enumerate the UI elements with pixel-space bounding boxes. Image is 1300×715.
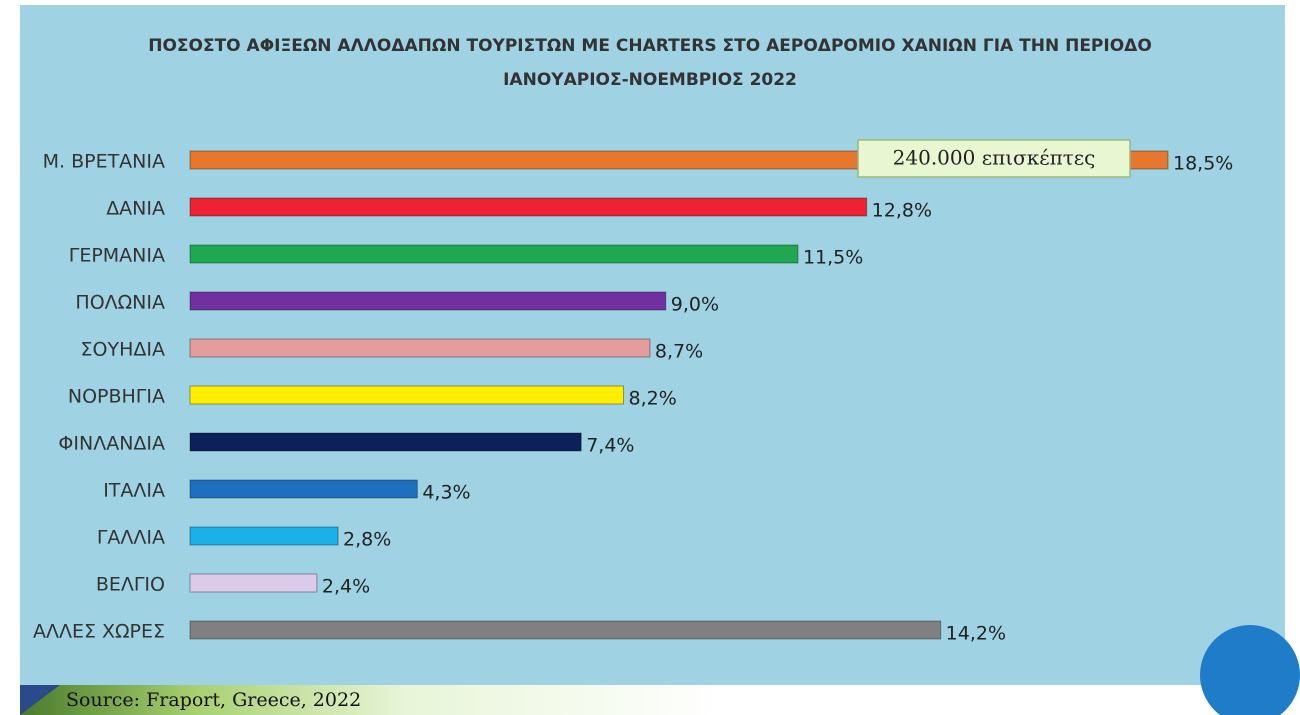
data-label: 7,4%: [586, 435, 634, 457]
bar: [189, 432, 582, 452]
data-label: 9,0%: [671, 294, 719, 316]
data-label: 14,2%: [946, 623, 1006, 645]
annotation-box: [857, 139, 1131, 178]
bar: [189, 338, 651, 358]
data-label: 11,5%: [803, 247, 863, 269]
data-label: 18,5%: [1173, 153, 1233, 175]
bar: [189, 385, 624, 405]
bar: [189, 526, 339, 546]
y-tick-label: ΝΟΡΒΗΓΙΑ: [68, 386, 165, 408]
y-tick-label: Μ. ΒΡΕΤΑΝΙΑ: [43, 151, 165, 173]
data-label: 12,8%: [872, 200, 932, 222]
source-band: [20, 685, 720, 715]
data-label: 4,3%: [422, 482, 470, 504]
data-label: 2,8%: [343, 529, 391, 551]
bar: [189, 197, 868, 217]
y-tick-label: ΦΙΝΛΑΝΔΙΑ: [58, 433, 165, 455]
chart-title: ΠΟΣΟΣΤΟ ΑΦΙΞΕΩΝ ΑΛΛΟΔΑΠΩΝ ΤΟΥΡΙΣΤΩΝ ΜΕ C…: [148, 36, 1152, 56]
y-tick-label: ΙΤΑΛΙΑ: [103, 480, 165, 502]
bar: [189, 620, 942, 640]
y-tick-label: ΓΕΡΜΑΝΙΑ: [69, 245, 165, 267]
annotation: 240.000 επισκέπτες: [893, 146, 1096, 170]
y-tick-label: ΒΕΛΓΙΟ: [96, 574, 165, 596]
data-label: 8,2%: [628, 388, 676, 410]
bar: [189, 573, 318, 593]
bar: [189, 244, 799, 264]
y-tick-label: ΑΛΛΕΣ ΧΩΡΕΣ: [33, 621, 165, 643]
bar: [189, 291, 667, 311]
y-tick-label: ΓΑΛΛΙΑ: [97, 527, 165, 549]
data-label: 2,4%: [322, 576, 370, 598]
chart-title: ΙΑΝΟΥΑΡΙΟΣ-ΝΟΕΜΒΡΙΟΣ 2022: [503, 70, 797, 90]
logo: [1200, 625, 1300, 715]
data-label: 8,7%: [655, 341, 703, 363]
bar: [189, 479, 418, 499]
y-tick-label: ΔΑΝΙΑ: [106, 198, 165, 220]
y-tick-label: ΠΟΛΩΝΙΑ: [75, 292, 165, 314]
band-accent: [20, 685, 60, 715]
y-tick-label: ΣΟΥΗΔΙΑ: [81, 339, 165, 361]
source: Source: Fraport, Greece, 2022: [66, 689, 361, 711]
